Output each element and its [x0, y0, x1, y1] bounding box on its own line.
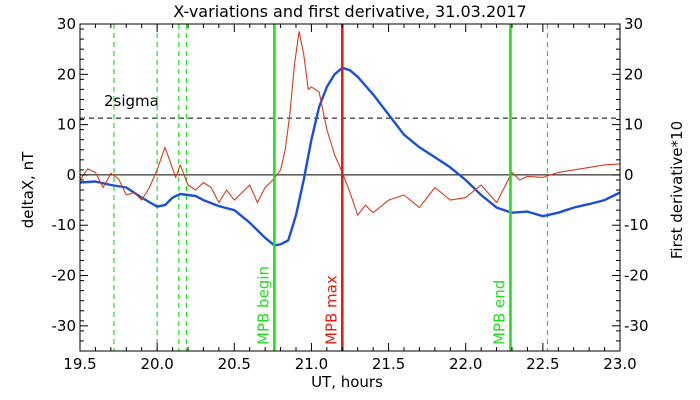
y-tick-label-right: 10	[624, 116, 643, 134]
y-tick-label-left: -10	[52, 216, 77, 234]
y-tick-label-right: 20	[624, 65, 643, 83]
y-tick-label-right: -10	[624, 216, 649, 234]
y-axis-label-left: deltaX, nT	[19, 151, 37, 228]
y-tick-label-left: 10	[57, 116, 76, 134]
plot-area: 2sigma MPB begin MPB max MPB end	[79, 24, 621, 351]
y-axis-label-right: First derivative*10	[668, 121, 686, 259]
y-tick-label-left: 30	[57, 15, 76, 33]
y-tick-label-left: 20	[57, 65, 76, 83]
series-derivative-line	[79, 30, 621, 216]
axes: 19.5 20.0 20.5 21.0 21.5 22.0 22.5 23.0 -30 -30 -2…	[52, 15, 649, 373]
vertical-marker-label-2: MPB end	[490, 280, 508, 345]
vertical-marker-label-0: MPB begin	[254, 266, 272, 345]
y-tick-label-left: -30	[52, 317, 77, 335]
series-deltaX-line	[79, 66, 621, 247]
y-tick-label-right: -20	[624, 267, 649, 285]
plot-frame	[79, 23, 621, 352]
x-tick-label: 22.5	[526, 355, 559, 373]
x-tick-label: 19.5	[63, 355, 96, 373]
y-tick-label-left: -20	[52, 267, 77, 285]
y-tick-label-right: -30	[624, 317, 649, 335]
x-tick-label: 21.5	[372, 355, 405, 373]
x-tick-label: 20.0	[140, 355, 173, 373]
y-tick-label-right: 30	[624, 15, 643, 33]
x-tick-label: 22.0	[449, 355, 482, 373]
threshold-label: 2sigma	[104, 92, 159, 110]
vertical-marker-label-1: MPB max	[322, 275, 340, 345]
x-tick-label: 23.0	[603, 355, 636, 373]
y-tick-label-right: 0	[624, 166, 634, 184]
x-tick-label: 20.5	[218, 355, 251, 373]
x-axis-label: UT, hours	[311, 373, 383, 391]
x-tick-label: 21.0	[295, 355, 328, 373]
chart-title: X-variations and first derivative, 31.03…	[173, 2, 526, 21]
y-tick-label-left: 0	[66, 166, 76, 184]
